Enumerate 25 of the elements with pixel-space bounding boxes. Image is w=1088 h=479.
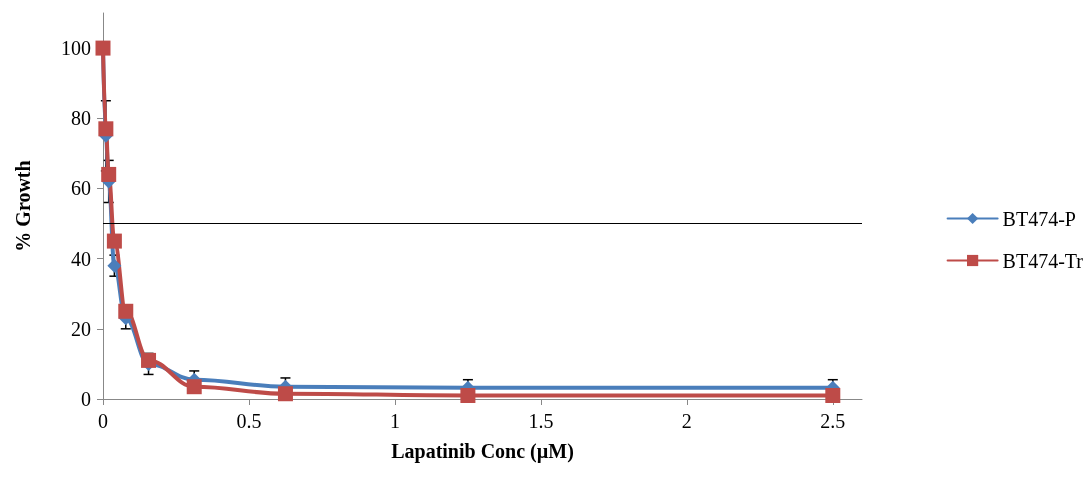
point: [460, 387, 476, 403]
legend-label: BT474-Tr: [1002, 249, 1084, 272]
x-tick-label: 2.5: [820, 410, 846, 432]
y-tick-label: 0: [81, 388, 91, 410]
x-axis-title: Lapatinib Conc (µM): [391, 440, 574, 463]
y-tick-label: 80: [71, 107, 91, 130]
y-tick-label: 40: [71, 247, 91, 270]
x-tick-label: 1: [389, 410, 400, 432]
y-axis-title: % Growth: [12, 160, 34, 252]
y-tick-label: 60: [71, 177, 91, 200]
x-tick-label: 0: [98, 410, 108, 432]
point: [107, 258, 122, 273]
legend-label: BT474-P: [1002, 207, 1076, 230]
point: [101, 166, 117, 182]
x-tick-label: 2: [681, 410, 692, 432]
point: [825, 387, 841, 403]
point: [98, 121, 114, 137]
point: [118, 303, 134, 319]
y-tick-label: 100: [61, 37, 91, 60]
x-tick-label: 0.5: [236, 410, 262, 432]
x-tick-label: 1.5: [528, 410, 554, 432]
point: [106, 233, 122, 249]
point: [141, 352, 157, 368]
y-tick-label: 20: [71, 317, 91, 340]
point: [186, 379, 202, 395]
